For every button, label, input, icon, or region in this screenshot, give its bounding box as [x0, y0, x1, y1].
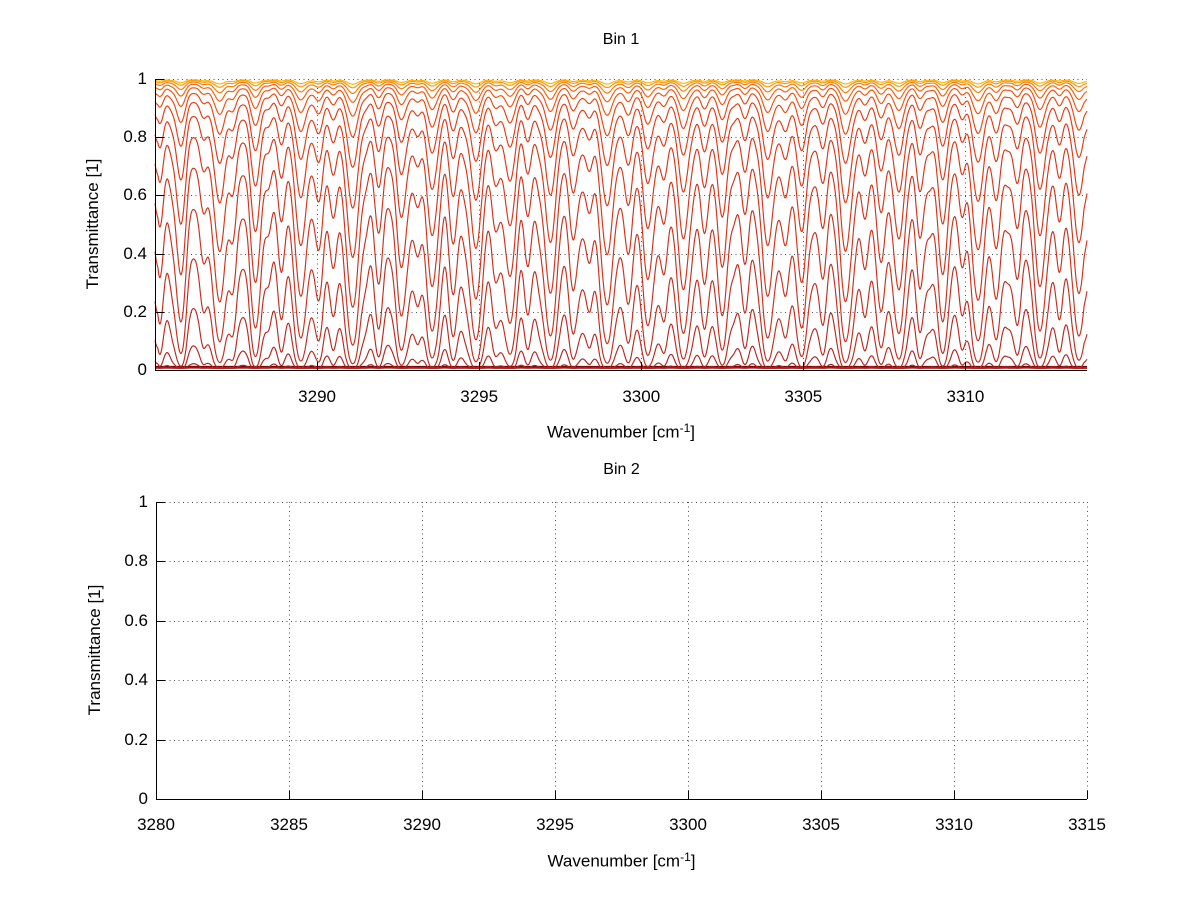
bin2-x-tick-label: 3315 [1068, 815, 1106, 834]
bin2-y-tick-label: 0.4 [124, 670, 148, 690]
bin2-y-axis-label: Transmittance [1] [85, 584, 104, 716]
bin2-x-tick-label: 3305 [802, 815, 840, 834]
bin1-x-tick-label: 3290 [298, 387, 336, 406]
spectrum-curve [154, 87, 1088, 117]
bin1-y-tick-label: 0.4 [123, 243, 147, 263]
bin1-y-tick-label: 0.2 [123, 301, 147, 321]
bin2-y-tick-label: 0.2 [124, 729, 148, 749]
bin2-axes [156, 502, 1088, 800]
bin1-y-tick-label: 0.8 [123, 127, 147, 147]
bin2-title: Bin 2 [603, 461, 640, 478]
bin2-x-axis-label-suffix: ] [690, 851, 696, 871]
bin1-x-axis-label-sup: -1 [679, 421, 691, 435]
bin1-y-tick-label: 1 [137, 69, 147, 88]
spectrum-curve [154, 344, 1088, 370]
bin2-y-tick-label: 1 [138, 492, 148, 511]
bin1-x-axis-label-suffix: ] [690, 422, 695, 442]
spectrum-curve [154, 80, 1088, 89]
bin1-y-tick-label: 0.6 [123, 185, 147, 205]
bin1-x-tick-label: 3310 [946, 387, 985, 406]
bin2-x-tick-label: 3280 [137, 815, 175, 834]
bin2-gridlines [156, 502, 1088, 800]
bin1-y-tick-label: 0 [137, 360, 147, 379]
bin1-x-tick-label: 3300 [622, 387, 661, 406]
bin2-y-tick-label: 0 [138, 789, 148, 808]
bin2-x-tick-label: 3295 [536, 815, 574, 834]
spectrum-curve [154, 362, 1087, 369]
bin1-x-axis-label-text: Wavenumber [cm [547, 422, 680, 442]
spectrum-curve [154, 115, 1088, 209]
spectrum-curve [154, 307, 1088, 369]
spectrum-curve [154, 166, 1088, 308]
bin1-x-axis-label: Wavenumber [cm-1] [155, 420, 1087, 443]
bin2-x-tick-label: 3285 [270, 815, 308, 834]
bin2-y-tick-label: 0.8 [124, 551, 148, 571]
bin2-x-tick-label: 3310 [935, 815, 973, 834]
spectrum-curve [154, 101, 1088, 168]
bin2-y-tick-label: 0.6 [124, 610, 148, 630]
bin2-x-tick-label: 3300 [669, 815, 707, 834]
bin2-x-axis-label-text: Wavenumber [cm [547, 851, 681, 871]
spectrum-curve [154, 92, 1088, 138]
bin1-x-tick-label: 3305 [784, 387, 823, 406]
bin1-y-axis-label: Transmittance [1] [83, 158, 102, 290]
spectrum-curve [154, 257, 1088, 365]
spectrum-curve [154, 81, 1088, 95]
bin2-x-tick-label: 3290 [403, 815, 441, 834]
spectrum-curve [154, 83, 1088, 103]
bin2-x-axis-label: Wavenumber [cm-1] [156, 849, 1087, 872]
bin2-x-axis-label-sup: -1 [680, 850, 691, 864]
bin1-curves [154, 79, 1088, 370]
spectrum-curve [154, 136, 1088, 258]
spectrum-curve [154, 207, 1088, 346]
bin1-axes [155, 79, 1087, 371]
bin1-title: Bin 1 [602, 31, 640, 48]
bin1-x-tick-label: 3295 [460, 387, 499, 406]
spectrum-curve [154, 79, 1088, 85]
